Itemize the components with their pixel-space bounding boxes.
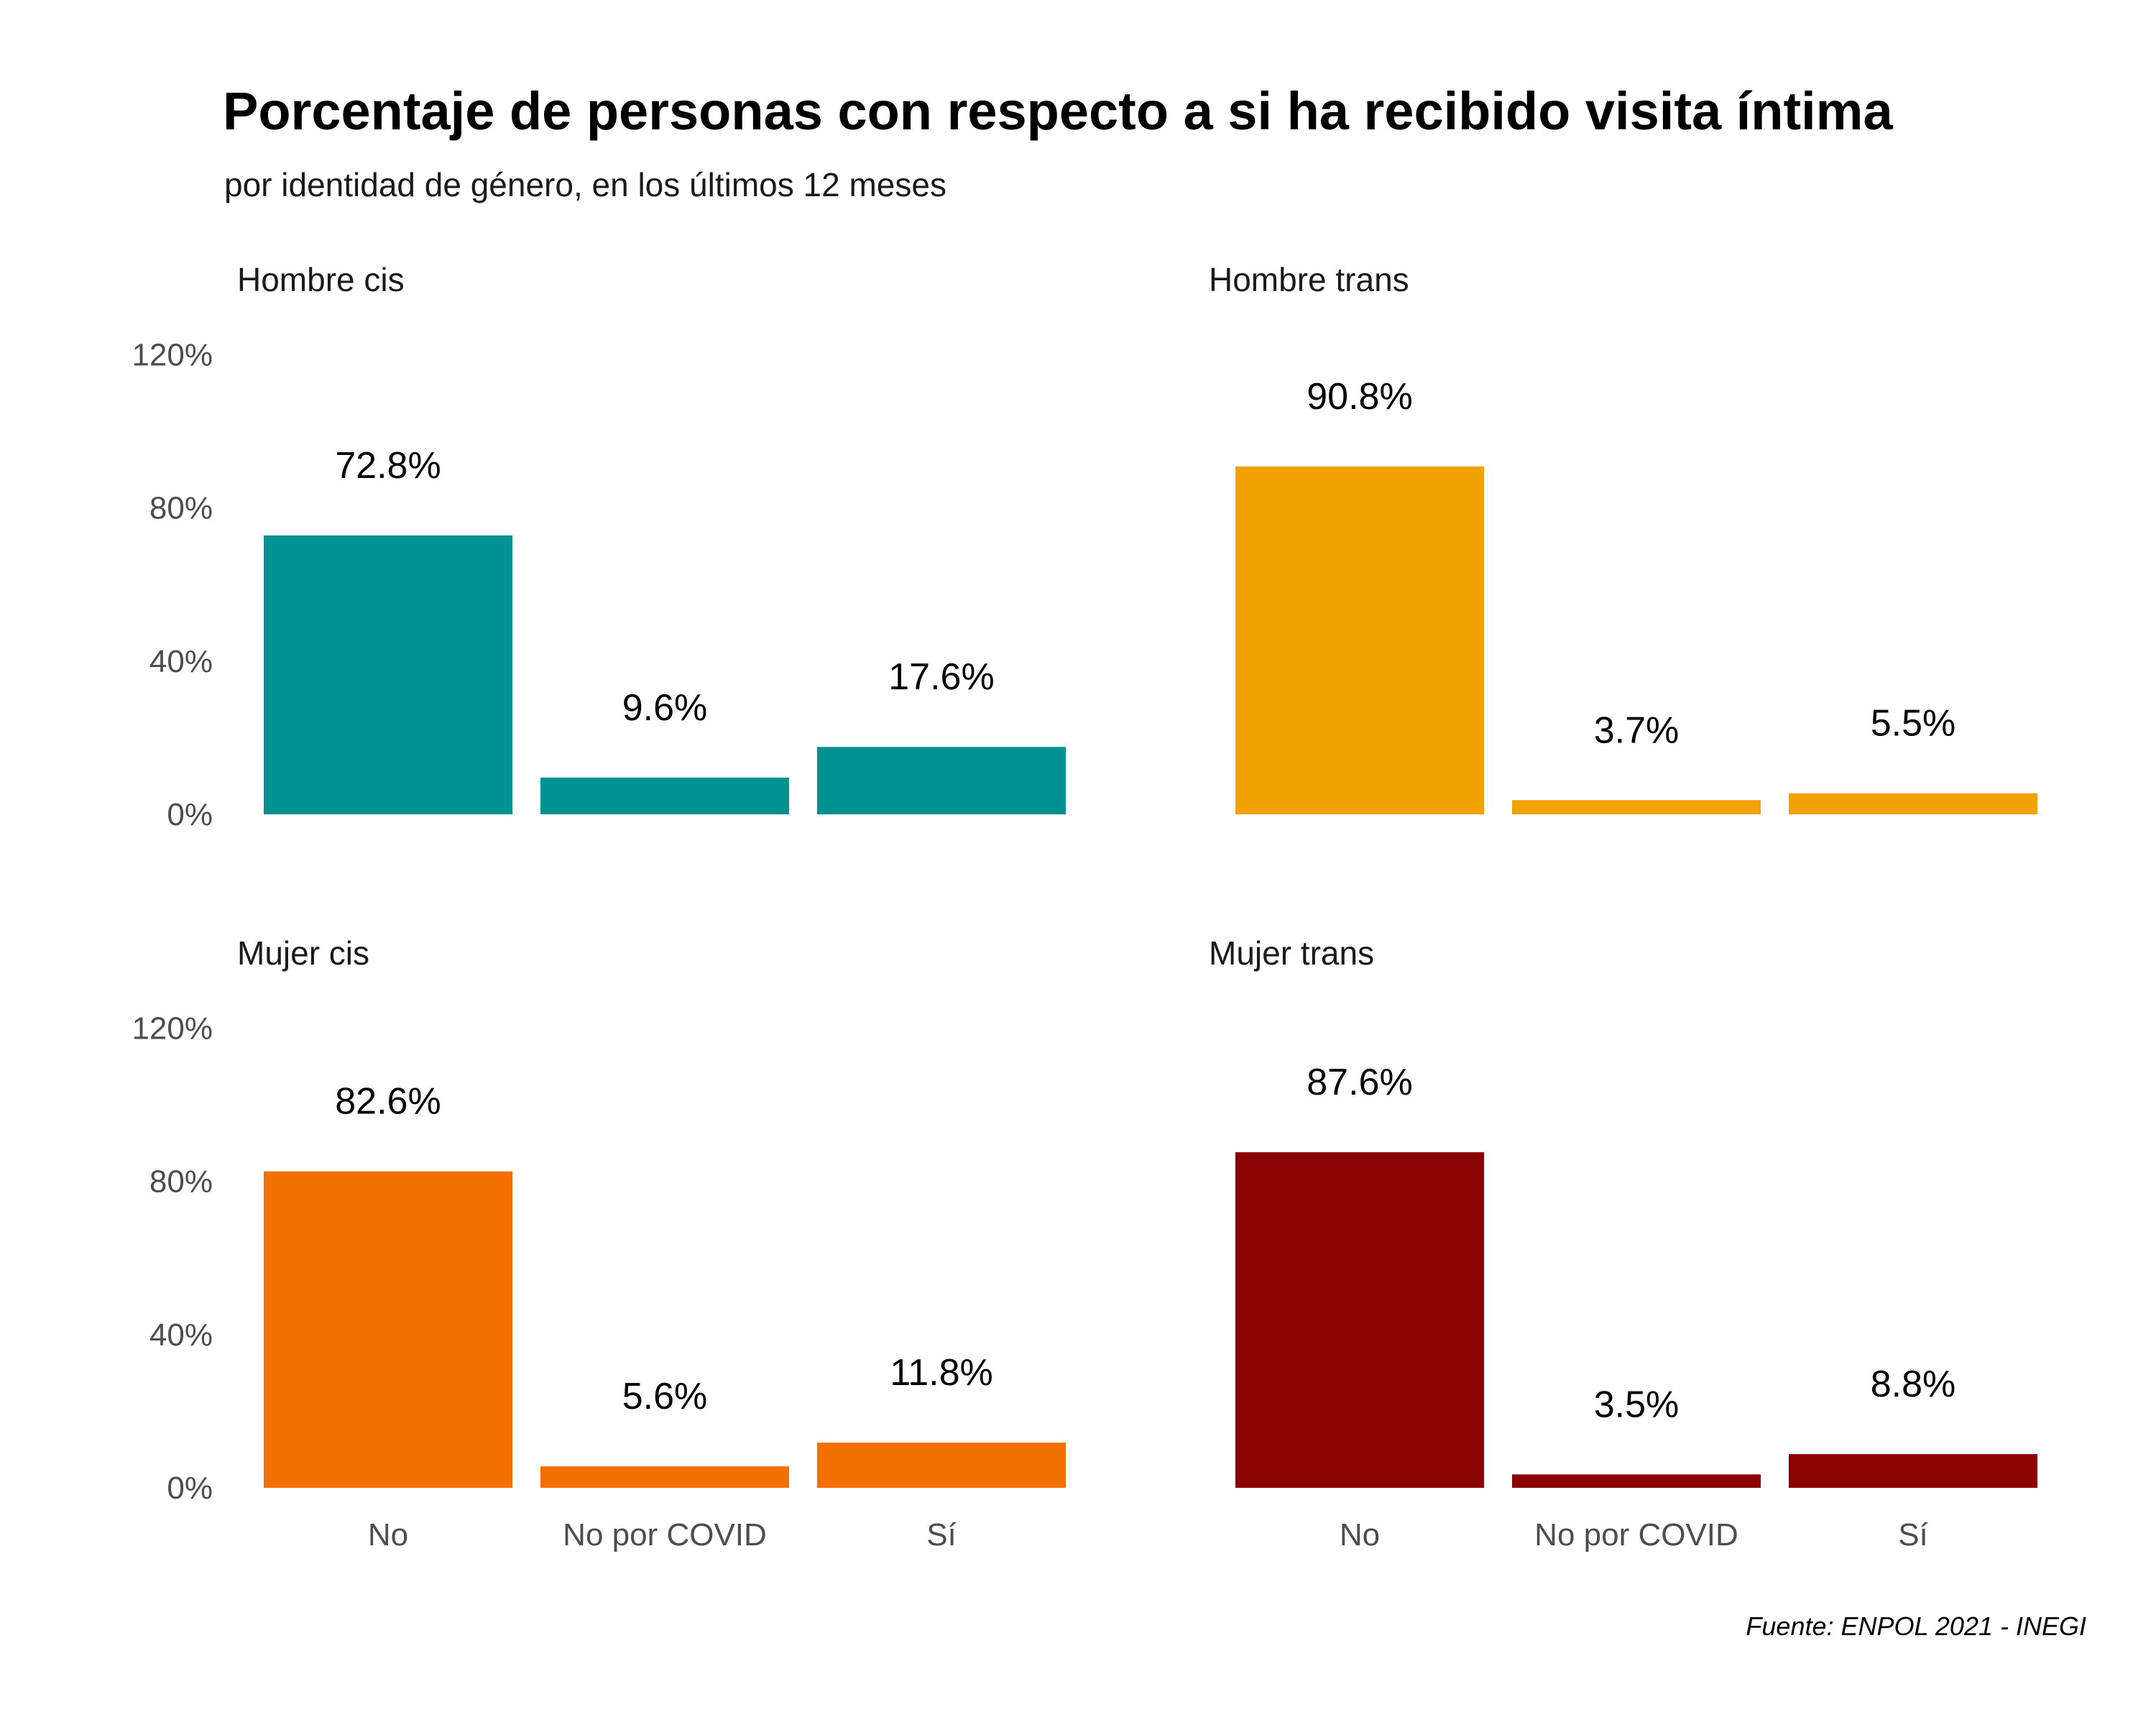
chart-caption: Fuente: ENPOL 2021 - INEGI (1746, 1611, 2086, 1641)
y-tick-label: 120% (132, 1011, 213, 1046)
data-label: 82.6% (335, 1081, 441, 1123)
x-tick-label: No (368, 1517, 408, 1552)
panel-mujer-trans: Mujer trans 87.6% No 3.5% No por COVID 8.8% Sí (1209, 934, 2037, 1552)
bar-no-por-covid (1512, 800, 1761, 814)
y-tick-label: 40% (149, 644, 213, 679)
bar-sí (817, 747, 1066, 814)
y-tick-label: 80% (149, 491, 213, 526)
bar-no (1235, 466, 1484, 814)
data-label: 5.5% (1871, 703, 1956, 745)
bar-sí (1789, 793, 2037, 814)
panel-hombre-trans: Hombre trans 90.8% 3.7% 5.5% (1209, 261, 2037, 814)
panel-title: Mujer trans (1209, 934, 1374, 972)
chart-title: Porcentaje de personas con respecto a si… (223, 81, 1893, 141)
data-label: 87.6% (1307, 1062, 1412, 1103)
bar-sí (817, 1443, 1066, 1488)
y-tick-label: 40% (149, 1317, 213, 1353)
bar-no-por-covid (1512, 1474, 1761, 1488)
x-tick-label: No (1340, 1517, 1380, 1552)
data-label: 90.8% (1307, 376, 1412, 418)
data-label: 8.8% (1871, 1363, 1956, 1405)
bar-no (264, 535, 512, 814)
data-label: 3.7% (1594, 709, 1680, 751)
y-tick-label: 0% (167, 797, 213, 832)
data-label: 9.6% (622, 687, 708, 729)
bar-sí (1789, 1454, 2037, 1488)
y-tick-label: 80% (149, 1164, 213, 1200)
panel-title: Mujer cis (237, 934, 369, 972)
bar-no (1235, 1152, 1484, 1488)
data-label: 17.6% (888, 656, 994, 698)
panel-title: Hombre cis (237, 261, 405, 298)
y-tick-label: 0% (167, 1471, 213, 1506)
chart-subtitle: por identidad de género, en los últimos … (224, 166, 946, 203)
panel-title: Hombre trans (1209, 261, 1409, 298)
bar-no-por-covid (540, 1466, 789, 1488)
data-label: 3.5% (1594, 1384, 1680, 1425)
data-label: 11.8% (890, 1352, 993, 1394)
y-tick-label: 120% (132, 337, 213, 372)
panel-mujer-cis: Mujer cis 0% 40% 80% 120% 82.6% No 5.6% No por C… (132, 934, 1066, 1552)
panel-hombre-cis: Hombre cis 0% 40% 80% 120% 72.8% 9.6% 17.6% (132, 261, 1066, 832)
bar-no (264, 1171, 512, 1488)
data-label: 5.6% (622, 1376, 708, 1417)
bar-no-por-covid (540, 777, 789, 814)
x-tick-label: Sí (1898, 1517, 1928, 1552)
x-tick-label: No por COVID (563, 1517, 767, 1552)
data-label: 72.8% (335, 445, 441, 487)
x-tick-label: Sí (926, 1517, 957, 1552)
x-tick-label: No por COVID (1534, 1517, 1738, 1552)
